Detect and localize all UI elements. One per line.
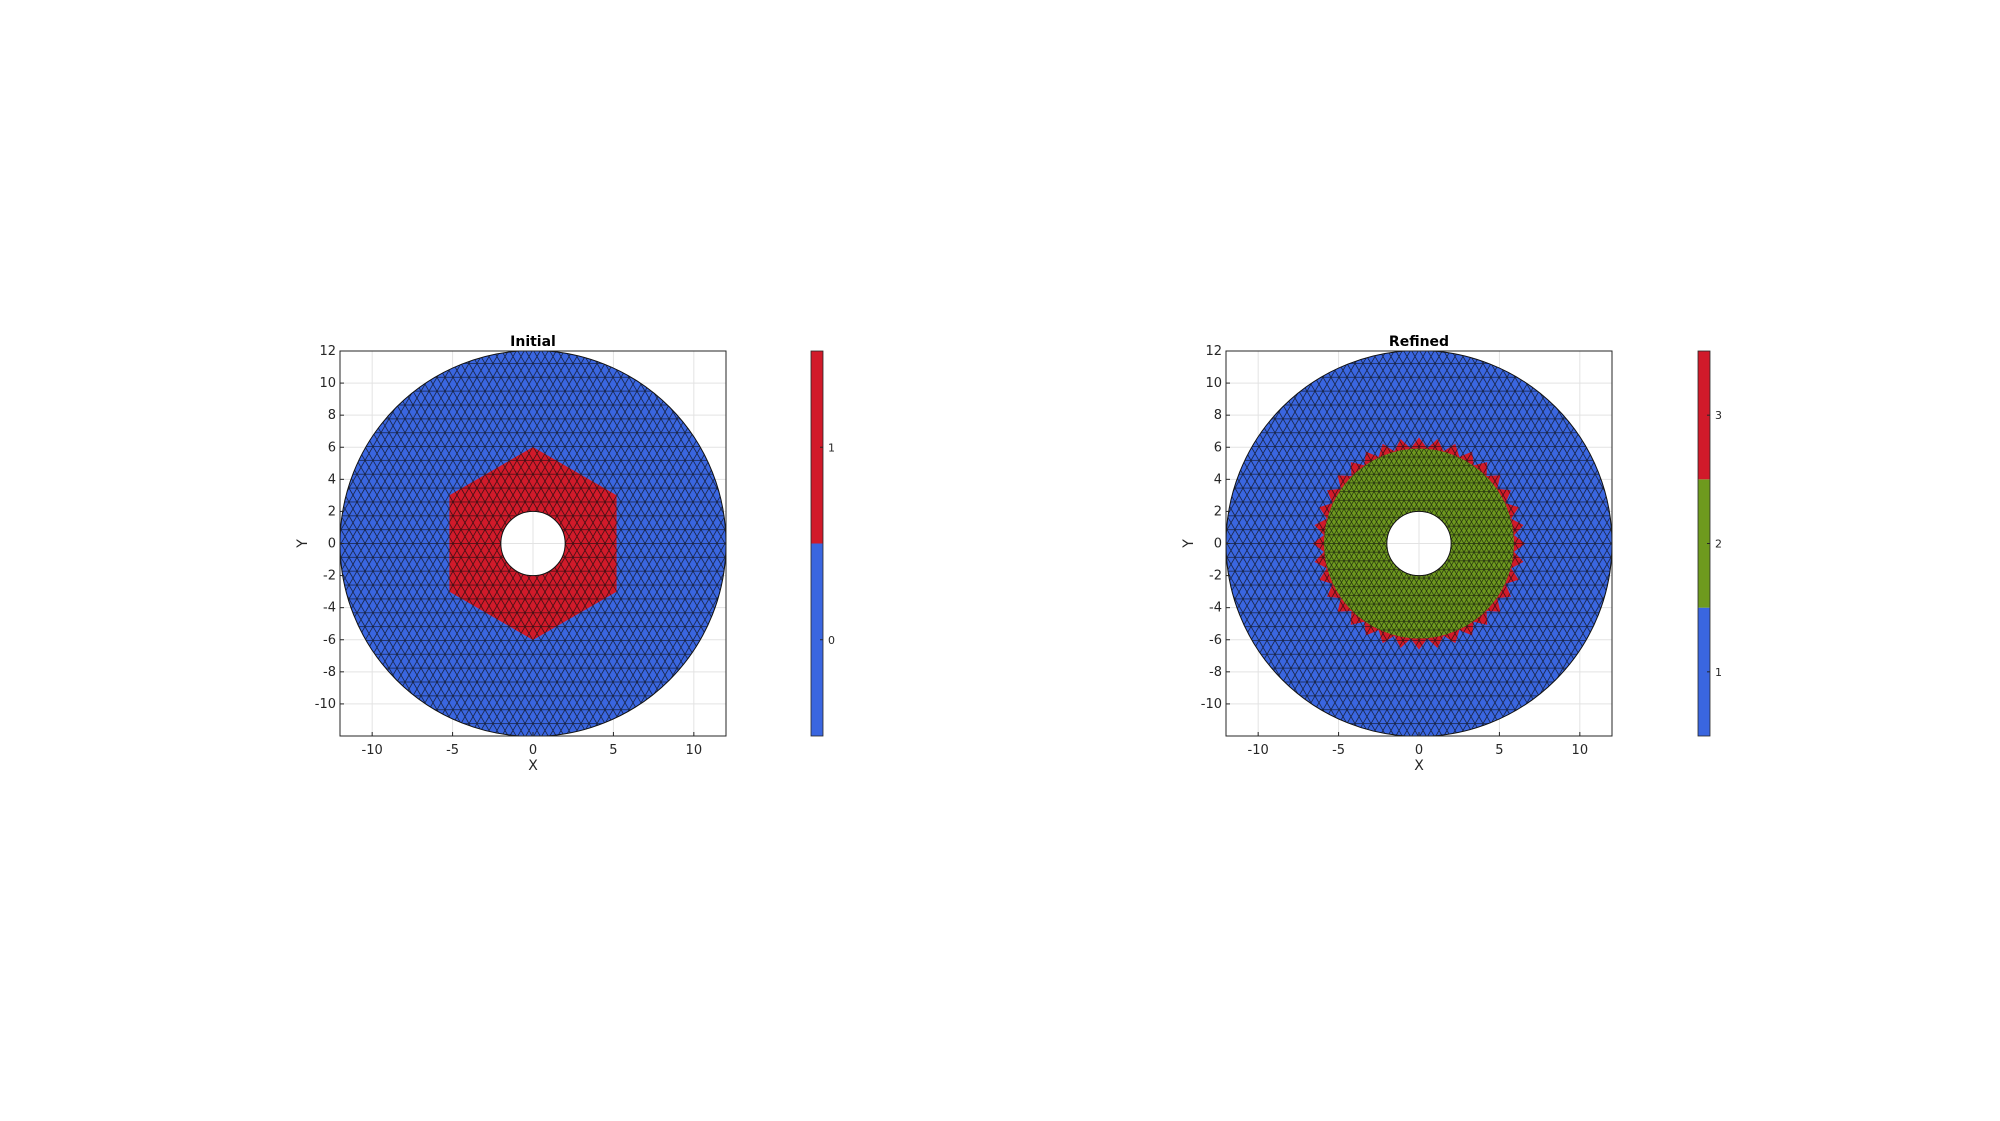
mesh-regions xyxy=(1226,351,1612,736)
y-tick-label: 4 xyxy=(1214,472,1222,487)
chart-title: Refined xyxy=(1389,334,1449,350)
y-axis-label: Y xyxy=(1181,539,1197,549)
colorbar-tick-label: 3 xyxy=(1715,409,1722,422)
colorbar-frame xyxy=(810,350,824,737)
y-tick-label: 8 xyxy=(1214,408,1222,423)
y-tick-label: 12 xyxy=(1205,344,1222,359)
y-tick-label: 6 xyxy=(328,440,336,455)
mesh-regions xyxy=(340,351,726,736)
region-2-edges xyxy=(1324,448,1514,639)
refined-mesh-panel: -10 -5 0 5 10-10-8-6-4-2024681012RefinedXY12… xyxy=(1181,334,1722,774)
y-tick-label: -8 xyxy=(1209,665,1222,680)
y-tick-label: -2 xyxy=(1209,569,1222,584)
y-tick-label: 10 xyxy=(319,376,336,391)
colorbar-segment xyxy=(1698,479,1710,608)
y-tick-label: -8 xyxy=(323,665,336,680)
y-tick-label: 10 xyxy=(1205,376,1222,391)
inner-hole-boundary xyxy=(500,510,566,577)
x-tick-label: 0 xyxy=(1415,743,1423,758)
colorbar-frame xyxy=(1697,350,1711,737)
y-tick-label: -10 xyxy=(315,697,336,712)
x-axis-label: X xyxy=(528,758,538,774)
x-tick-label: 10 xyxy=(686,743,703,758)
colorbar: 1 2 3 xyxy=(1697,350,1722,737)
x-tick-label: -5 xyxy=(1332,743,1345,758)
x-tick-label: -10 xyxy=(1248,743,1269,758)
x-tick-label: 0 xyxy=(529,743,537,758)
colorbar-tick-label: 2 xyxy=(1715,538,1722,551)
x-tick-label: 5 xyxy=(609,743,617,758)
chart-title: Initial xyxy=(510,334,556,350)
colorbar-tick-label: 1 xyxy=(828,441,835,454)
y-axis-label: Y xyxy=(295,539,311,549)
y-tick-label: 4 xyxy=(328,472,336,487)
x-tick-label: 10 xyxy=(1572,743,1589,758)
y-tick-label: 2 xyxy=(1214,504,1222,519)
y-tick-label: 6 xyxy=(1214,440,1222,455)
y-tick-label: 0 xyxy=(328,537,336,552)
y-tick-label: -4 xyxy=(323,601,336,616)
y-tick-label: -10 xyxy=(1201,697,1222,712)
inner-hole-boundary xyxy=(1386,510,1452,577)
colorbar-segment xyxy=(811,543,823,736)
colorbar-segment xyxy=(1698,607,1710,736)
region-1-edges xyxy=(449,447,617,640)
y-tick-label: 8 xyxy=(328,408,336,423)
colorbar-segment xyxy=(1698,351,1710,480)
colorbar: 01 xyxy=(810,350,835,737)
region-1-edges xyxy=(1226,351,1612,736)
y-tick-label: -6 xyxy=(323,633,336,648)
x-tick-label: -5 xyxy=(446,743,459,758)
x-tick-label: -10 xyxy=(362,743,383,758)
x-axis-label: X xyxy=(1414,758,1424,774)
colorbar-tick-label: 0 xyxy=(828,634,835,647)
y-tick-label: -2 xyxy=(323,569,336,584)
y-tick-label: 2 xyxy=(328,504,336,519)
y-tick-label: 0 xyxy=(1214,537,1222,552)
colorbar-tick-label: 1 xyxy=(1715,666,1722,679)
y-tick-label: -6 xyxy=(1209,633,1222,648)
y-tick-label: -4 xyxy=(1209,601,1222,616)
x-tick-label: 5 xyxy=(1495,743,1503,758)
region-0-edges xyxy=(340,351,726,736)
colorbar-segment xyxy=(811,351,823,544)
y-tick-label: 12 xyxy=(319,344,336,359)
